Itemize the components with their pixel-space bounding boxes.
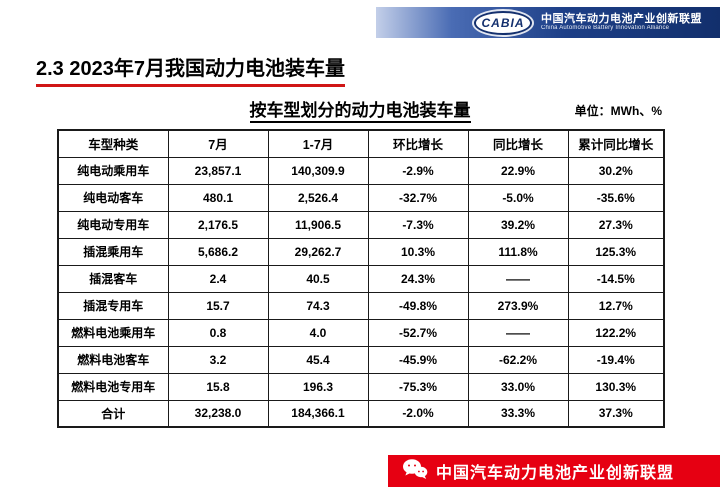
column-header: 1-7月 <box>267 129 369 158</box>
table-cell: 32,238.0 <box>167 399 269 428</box>
table-cell: 130.3% <box>567 372 665 401</box>
table-cell: 10.3% <box>367 237 469 266</box>
table-row: 燃料电池专用车 15.8 196.3 -75.3% 33.0% 130.3% <box>57 372 665 401</box>
org-header-band: CABIA 中国汽车动力电池产业创新联盟 China Automotive Ba… <box>376 7 720 38</box>
table-cell: 4.0 <box>267 318 369 347</box>
table-cell: 37.3% <box>567 399 665 428</box>
table-cell: 480.1 <box>167 183 269 212</box>
table-cell: -35.6% <box>567 183 665 212</box>
table-cell: 5,686.2 <box>167 237 269 266</box>
table-cell: -2.0% <box>367 399 469 428</box>
table-cell: —— <box>467 264 569 293</box>
table-cell: 33.3% <box>467 399 569 428</box>
table-cell: 30.2% <box>567 156 665 185</box>
table-cell: 40.5 <box>267 264 369 293</box>
table-row: 燃料电池乘用车 0.8 4.0 -52.7% —— 122.2% <box>57 318 665 347</box>
table-cell: 273.9% <box>467 291 569 320</box>
table-cell: -19.4% <box>567 345 665 374</box>
table-cell: 3.2 <box>167 345 269 374</box>
table-cell: 45.4 <box>267 345 369 374</box>
table-cell: 122.2% <box>567 318 665 347</box>
table-cell: 11,906.5 <box>267 210 369 239</box>
table-cell: 74.3 <box>267 291 369 320</box>
subtitle-row: 按车型划分的动力电池装车量 单位：MWh、% <box>0 96 720 123</box>
table-cell: -32.7% <box>367 183 469 212</box>
page-title-text: 2.3 2023年7月我国动力电池装车量 <box>36 52 345 87</box>
column-header: 同比增长 <box>467 129 569 158</box>
table-cell: 196.3 <box>267 372 369 401</box>
table-cell: 29,262.7 <box>267 237 369 266</box>
unit-label: 单位：MWh、% <box>574 104 662 118</box>
table-cell: 15.8 <box>167 372 269 401</box>
table-row: 燃料电池客车 3.2 45.4 -45.9% -62.2% -19.4% <box>57 345 665 374</box>
row-label: 燃料电池客车 <box>57 345 169 374</box>
table-cell: -7.3% <box>367 210 469 239</box>
org-name-en: China Automotive Battery Innovation Alli… <box>541 25 670 32</box>
table-cell: 33.0% <box>467 372 569 401</box>
column-header: 车型种类 <box>57 129 169 158</box>
table-cell: 15.7 <box>167 291 269 320</box>
column-header: 累计同比增长 <box>567 129 665 158</box>
table-cell: 27.3% <box>567 210 665 239</box>
table-cell: -49.8% <box>367 291 469 320</box>
table-cell: -52.7% <box>367 318 469 347</box>
table-cell: -62.2% <box>467 345 569 374</box>
table-cell: 12.7% <box>567 291 665 320</box>
battery-install-table: 车型种类 7月 1-7月 环比增长 同比增长 累计同比增长 纯电动乘用车 23,… <box>57 129 665 428</box>
table-cell: 140,309.9 <box>267 156 369 185</box>
page-title: 2.3 2023年7月我国动力电池装车量 <box>36 52 345 87</box>
footer-band: 中国汽车动力电池产业创新联盟 <box>388 455 720 487</box>
table-cell: 184,366.1 <box>267 399 369 428</box>
cabia-logo: CABIA <box>474 10 532 35</box>
row-label: 纯电动专用车 <box>57 210 169 239</box>
row-label: 燃料电池乘用车 <box>57 318 169 347</box>
table-cell: -5.0% <box>467 183 569 212</box>
table-header-row: 车型种类 7月 1-7月 环比增长 同比增长 累计同比增长 <box>57 129 665 158</box>
org-names: 中国汽车动力电池产业创新联盟 China Automotive Battery … <box>541 13 702 33</box>
table-cell: 22.9% <box>467 156 569 185</box>
row-label: 合计 <box>57 399 169 428</box>
table-cell: 23,857.1 <box>167 156 269 185</box>
table-cell: —— <box>467 318 569 347</box>
row-label: 插混客车 <box>57 264 169 293</box>
table-cell: 2,526.4 <box>267 183 369 212</box>
table-cell: 39.2% <box>467 210 569 239</box>
table-cell: -45.9% <box>367 345 469 374</box>
column-header: 环比增长 <box>367 129 469 158</box>
table-row: 纯电动乘用车 23,857.1 140,309.9 -2.9% 22.9% 30… <box>57 156 665 185</box>
table-cell: -75.3% <box>367 372 469 401</box>
row-label: 燃料电池专用车 <box>57 372 169 401</box>
column-header: 7月 <box>167 129 269 158</box>
cabia-logo-text: CABIA <box>481 15 525 30</box>
org-name-cn: 中国汽车动力电池产业创新联盟 <box>541 12 702 25</box>
table-row: 纯电动客车 480.1 2,526.4 -32.7% -5.0% -35.6% <box>57 183 665 212</box>
table-title: 按车型划分的动力电池装车量 <box>249 101 471 123</box>
wechat-icon <box>402 458 428 485</box>
table-row: 插混客车 2.4 40.5 24.3% —— -14.5% <box>57 264 665 293</box>
table-cell: 2.4 <box>167 264 269 293</box>
row-label: 插混乘用车 <box>57 237 169 266</box>
table-cell: 0.8 <box>167 318 269 347</box>
footer-org-name: 中国汽车动力电池产业创新联盟 <box>436 465 675 482</box>
table-cell: -14.5% <box>567 264 665 293</box>
row-label: 纯电动客车 <box>57 183 169 212</box>
table-cell: -2.9% <box>367 156 469 185</box>
table-row: 插混专用车 15.7 74.3 -49.8% 273.9% 12.7% <box>57 291 665 320</box>
table-cell: 125.3% <box>567 237 665 266</box>
table-row: 纯电动专用车 2,176.5 11,906.5 -7.3% 39.2% 27.3… <box>57 210 665 239</box>
row-label: 插混专用车 <box>57 291 169 320</box>
table-cell: 24.3% <box>367 264 469 293</box>
row-label: 纯电动乘用车 <box>57 156 169 185</box>
table-cell: 111.8% <box>467 237 569 266</box>
table-cell: 2,176.5 <box>167 210 269 239</box>
table-row: 插混乘用车 5,686.2 29,262.7 10.3% 111.8% 125.… <box>57 237 665 266</box>
table-row-total: 合计 32,238.0 184,366.1 -2.0% 33.3% 37.3% <box>57 399 665 428</box>
